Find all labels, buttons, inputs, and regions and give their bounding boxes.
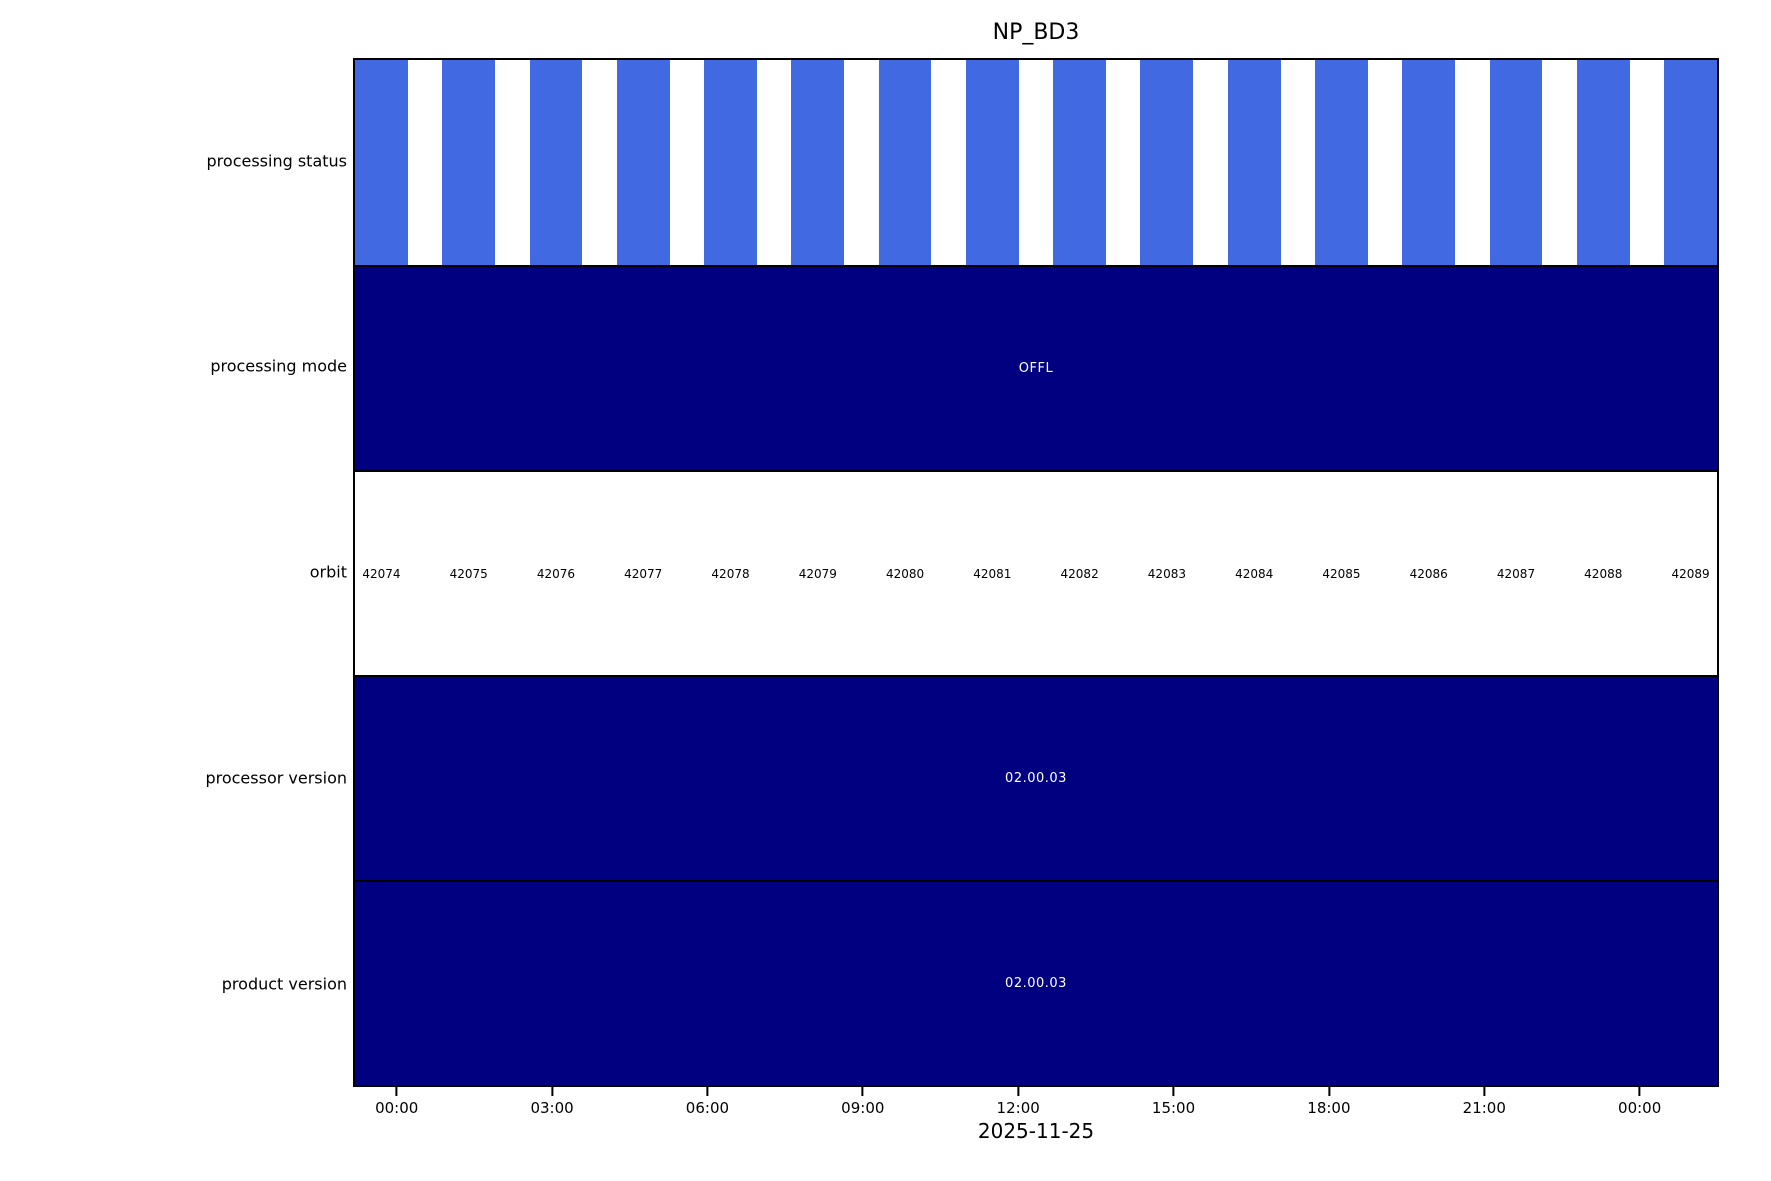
x-tick-mark <box>1327 1087 1330 1096</box>
orbit-label: 42076 <box>536 566 576 581</box>
orbit-label: 42084 <box>1235 566 1274 581</box>
status-bar <box>791 60 845 265</box>
x-tick-mark <box>861 1087 864 1096</box>
x-tick-mark <box>706 1087 709 1096</box>
x-tick: 15:00 <box>1152 1087 1195 1117</box>
band-processing-mode: OFFL <box>355 265 1717 470</box>
status-bar <box>355 60 408 265</box>
x-tick: 00:00 <box>1618 1087 1661 1117</box>
x-tick: 00:00 <box>375 1087 418 1117</box>
band-product-version: 02.00.03 <box>355 880 1717 1085</box>
y-label-processing-status: processing status <box>206 151 347 171</box>
status-bar <box>1664 60 1717 265</box>
x-tick-mark <box>395 1087 398 1096</box>
status-bar <box>965 60 1019 265</box>
status-bar <box>442 60 496 265</box>
band-processing-status <box>355 60 1717 265</box>
x-tick: 21:00 <box>1463 1087 1506 1117</box>
orbit-label: 42088 <box>1584 566 1623 581</box>
orbit-label: 42075 <box>449 566 488 581</box>
x-axis-ticks: 00:00 03:00 06:00 09:00 12:00 15:00 18:00 21:00… <box>353 1087 1719 1131</box>
status-bar <box>878 60 932 265</box>
orbit-label: 42081 <box>973 566 1012 581</box>
x-tick-label: 03:00 <box>530 1099 574 1117</box>
x-tick-mark <box>1017 1087 1020 1096</box>
x-tick-mark <box>1638 1087 1641 1096</box>
processor-version-value: 02.00.03 <box>1005 771 1067 786</box>
orbit-label: 42085 <box>1322 566 1361 581</box>
x-tick-mark <box>1483 1087 1486 1096</box>
x-tick-label: 00:00 <box>1618 1099 1662 1117</box>
y-label-processing-mode: processing mode <box>210 356 347 376</box>
status-bar <box>704 60 757 265</box>
status-bar <box>529 60 583 265</box>
x-tick: 03:00 <box>530 1087 574 1117</box>
orbit-label: 42079 <box>798 566 837 581</box>
status-bar <box>1140 60 1194 265</box>
orbit-label: 42080 <box>885 566 925 581</box>
orbit-label: 42083 <box>1147 566 1186 581</box>
x-tick-mark <box>551 1087 554 1096</box>
orbit-label: 42074 <box>362 566 401 581</box>
status-bar <box>1402 60 1456 265</box>
x-tick-label: 06:00 <box>685 1099 730 1117</box>
status-bar <box>1576 60 1630 265</box>
x-tick-label: 21:00 <box>1462 1099 1506 1117</box>
status-bar <box>1315 60 1368 265</box>
orbit-label: 42089 <box>1671 566 1710 581</box>
x-tick: 18:00 <box>1307 1087 1351 1117</box>
x-tick: 06:00 <box>686 1087 729 1117</box>
x-axis-date-label: 2025-11-25 <box>977 1119 1095 1143</box>
x-tick-label: 18:00 <box>1307 1099 1351 1117</box>
plot-area: OFFL 42074 42075 42076 42077 42078 42079 42080… <box>353 58 1719 1087</box>
product-version-value: 02.00.03 <box>1005 976 1067 991</box>
y-label-processor-version: processor version <box>205 768 347 788</box>
x-tick-label: 12:00 <box>996 1099 1040 1117</box>
y-label-orbit: orbit <box>309 562 347 582</box>
orbit-label: 42087 <box>1496 566 1536 581</box>
x-tick-label: 09:00 <box>841 1099 885 1117</box>
orbit-label: 42082 <box>1060 566 1099 581</box>
band-processor-version: 02.00.03 <box>355 675 1717 880</box>
orbit-label: 42078 <box>711 566 750 581</box>
status-bar <box>1227 60 1281 265</box>
status-bar <box>1489 60 1543 265</box>
x-tick: 12:00 <box>997 1087 1040 1117</box>
band-orbit: 42074 42075 42076 42077 42078 42079 42080 42081… <box>355 470 1717 675</box>
orbit-label: 42086 <box>1409 566 1448 581</box>
processing-mode-value: OFFL <box>1018 361 1054 376</box>
chart-title: NP_BD3 <box>992 20 1080 45</box>
orbit-label: 42077 <box>624 566 663 581</box>
x-tick-label: 15:00 <box>1151 1099 1196 1117</box>
status-bar <box>1053 60 1107 265</box>
x-tick: 09:00 <box>841 1087 884 1117</box>
y-label-product-version: product version <box>221 974 347 994</box>
status-bar <box>616 60 670 265</box>
x-tick-label: 00:00 <box>375 1099 419 1117</box>
x-tick-mark <box>1172 1087 1175 1096</box>
